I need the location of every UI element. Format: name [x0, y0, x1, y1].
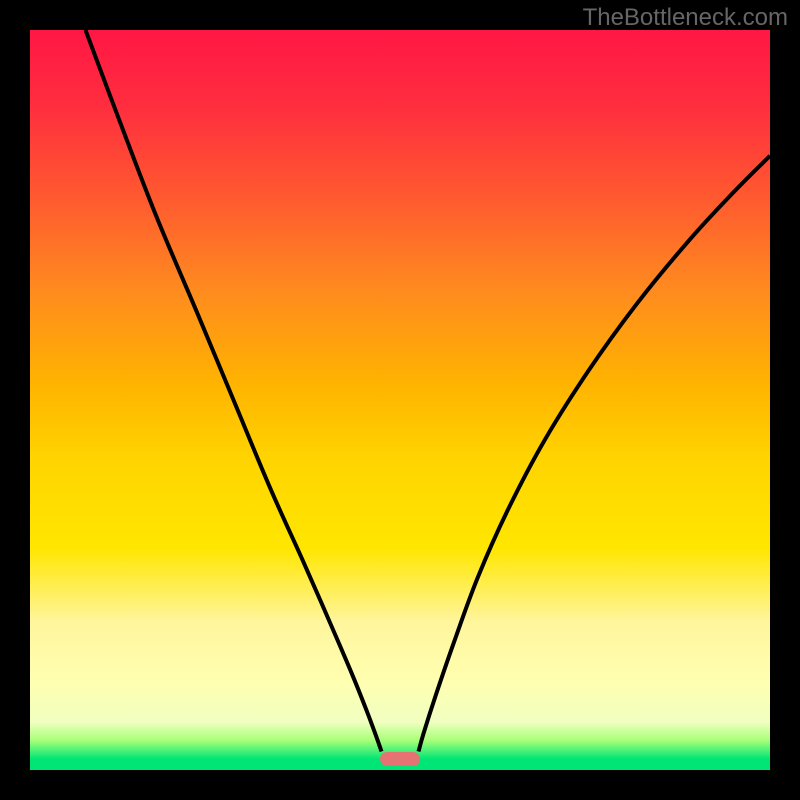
plot-area — [30, 30, 770, 770]
curves-layer — [30, 30, 770, 770]
bottleneck-marker — [380, 752, 421, 765]
curve-left — [86, 30, 382, 752]
watermark-text: TheBottleneck.com — [583, 4, 788, 32]
curve-right — [419, 156, 771, 752]
